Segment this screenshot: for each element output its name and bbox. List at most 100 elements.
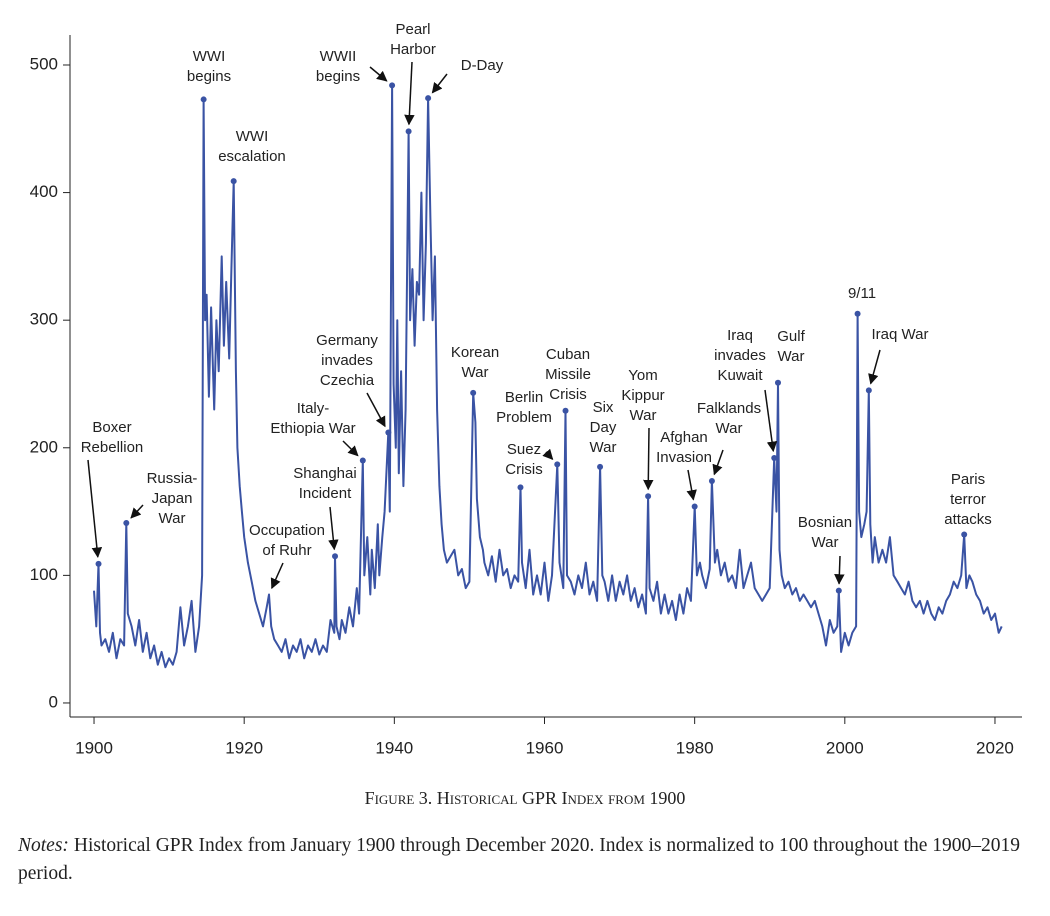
event-marker	[774, 379, 781, 386]
y-tick-label: 0	[49, 692, 58, 711]
annotation-text: Korean	[451, 344, 499, 361]
annotation-arrow	[342, 440, 359, 457]
annotation-arrow	[834, 555, 845, 585]
event-marker	[961, 531, 968, 538]
annotation-text: Germany	[316, 332, 378, 349]
annotation-arrow	[431, 73, 448, 94]
event-marker	[865, 387, 872, 394]
y-tick-label: 400	[30, 182, 58, 201]
annotation-text: Harbor	[390, 41, 436, 58]
event-marker	[470, 389, 477, 396]
event-marker	[597, 463, 604, 470]
event-marker	[389, 82, 396, 89]
annotation-text: Berlin	[505, 389, 543, 406]
annotation-text: Ethiopia War	[270, 420, 355, 437]
event-marker	[771, 454, 778, 461]
annotation-text: War	[778, 348, 805, 365]
annotation-text: of Ruhr	[262, 542, 311, 559]
annotation-text: Kuwait	[717, 367, 763, 384]
event-marker	[517, 484, 524, 491]
figure-caption: Figure 3. Historical GPR Index from 1900	[364, 788, 686, 808]
event-marker	[835, 587, 842, 594]
annotation-text: begins	[187, 68, 231, 85]
notes-label: Notes:	[18, 835, 69, 856]
y-tick-label: 300	[30, 310, 58, 329]
annotation-arrow	[643, 427, 654, 491]
annotation-text: Russia-	[147, 470, 198, 487]
annotation-arrow	[764, 389, 778, 453]
event-marker	[200, 96, 207, 103]
notes-text: Historical GPR Index from January 1900 t…	[18, 835, 1021, 884]
annotation-text: begins	[316, 68, 360, 85]
annotation-text: Gulf	[777, 328, 805, 345]
annotation-arrow	[369, 66, 388, 82]
annotation-text: Falklands	[697, 400, 761, 417]
annotation-text: 9/11	[848, 285, 876, 302]
annotation-text: War	[716, 420, 743, 437]
annotation-arrow	[542, 448, 554, 460]
annotation-arrow	[87, 459, 103, 558]
event-marker	[691, 503, 698, 510]
annotation-text: Japan	[152, 490, 193, 507]
annotation-text: Italy-	[297, 400, 330, 417]
annotation-arrow	[270, 562, 284, 590]
annotation-text: Six	[593, 399, 614, 416]
y-tick-label: 100	[30, 565, 58, 584]
annotation-arrow	[328, 506, 339, 551]
annotation-text: escalation	[218, 148, 286, 165]
annotation-arrow	[868, 349, 881, 385]
annotation-text: War	[812, 534, 839, 551]
event-marker	[854, 310, 861, 317]
annotation-text: invades	[714, 347, 766, 364]
annotation-text: terror	[950, 491, 986, 508]
event-marker	[645, 493, 652, 500]
notes: Notes: Historical GPR Index from January …	[18, 832, 1043, 888]
event-marker	[405, 128, 412, 135]
x-tick-label: 1960	[526, 738, 564, 757]
x-tick-label: 1900	[75, 738, 113, 757]
event-marker	[425, 95, 432, 102]
annotation-arrow	[130, 504, 144, 519]
annotation-text: Missile	[545, 366, 591, 383]
annotation-arrow	[404, 61, 415, 126]
annotation-arrow	[686, 469, 697, 501]
event-marker	[359, 457, 366, 464]
gpr-line	[93, 84, 1003, 669]
event-marker	[562, 407, 569, 414]
y-tick-label: 200	[30, 437, 58, 456]
annotation-text: Afghan	[660, 429, 708, 446]
annotation-text: attacks	[944, 511, 992, 528]
annotation-text: Shanghai	[293, 465, 356, 482]
x-tick-label: 2000	[826, 738, 864, 757]
annotation-text: Czechia	[320, 372, 375, 389]
y-tick-label: 500	[30, 54, 58, 73]
annotation-text: Crisis	[505, 461, 543, 478]
annotation-text: WWI	[193, 48, 225, 65]
annotation-text: War	[630, 407, 657, 424]
event-marker	[123, 520, 130, 527]
event-marker	[385, 429, 392, 436]
annotation-text: WWII	[320, 48, 357, 65]
annotation-text: D-Day	[461, 57, 504, 74]
annotation-text: Paris	[951, 471, 985, 488]
annotation-text: invades	[321, 352, 373, 369]
annotation-text: Crisis	[549, 386, 587, 403]
annotation-text: Bosnian	[798, 514, 852, 531]
annotation-text: WWI	[236, 128, 268, 145]
annotation-text: Incident	[299, 485, 352, 502]
x-tick-label: 1920	[225, 738, 263, 757]
annotation-text: Iraq	[727, 327, 753, 344]
annotation-arrow	[366, 392, 386, 428]
annotation-text: War	[590, 439, 617, 456]
event-marker	[95, 560, 102, 567]
annotation-text: Iraq War	[872, 326, 929, 343]
event-marker	[230, 178, 237, 185]
annotation-text: Day	[590, 419, 617, 436]
annotation-text: War	[159, 510, 186, 527]
x-tick-label: 1980	[676, 738, 714, 757]
x-tick-label: 2020	[976, 738, 1014, 757]
annotation-text: Rebellion	[81, 439, 144, 456]
annotation-text: Pearl	[395, 21, 430, 38]
annotation-text: War	[462, 364, 489, 381]
